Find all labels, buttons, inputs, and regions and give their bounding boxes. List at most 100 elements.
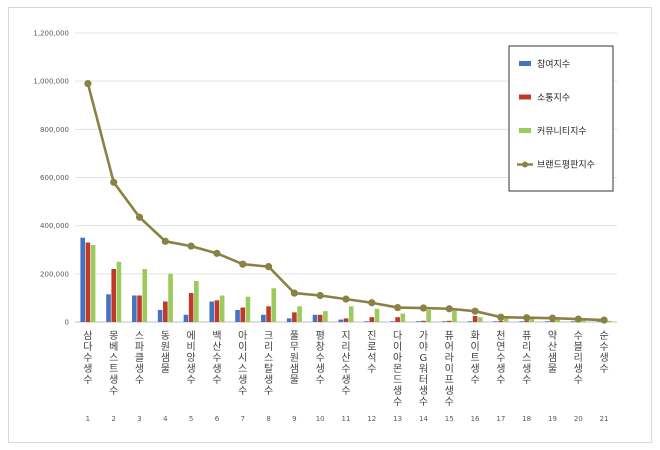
bar-community [245,296,251,322]
bar-communication [498,320,504,322]
reputation-point [342,295,350,303]
bar-communication [421,320,426,322]
bar-community [606,320,612,322]
bar-participation [209,301,215,322]
bar-participation [286,318,292,322]
reputation-point [394,303,402,312]
reputation-point [187,242,195,250]
reputation-point [419,304,428,312]
bar-community [555,319,560,322]
bar-participation [338,319,344,322]
bars [80,237,612,322]
bar-community [452,309,457,322]
x-rank-label: 3 [137,415,141,423]
x-rank-label: 16 [471,415,480,423]
reputation-point [523,314,531,322]
bar-community [297,306,302,322]
x-rank-label: 2 [111,415,115,423]
bar-participation [493,321,498,322]
gridlines [75,32,617,323]
reputation-point [161,237,169,245]
bar-participation [261,314,266,322]
reputation-point [110,178,118,186]
x-rank-label: 13 [393,415,402,423]
bar-community [581,319,586,322]
y-tick-label: 400,000 [40,222,69,230]
bar-communication [472,315,478,322]
reputation-point [497,313,505,321]
bar-participation [312,314,318,322]
bar-communication [343,318,349,322]
bar-participation [570,321,576,322]
x-rank-label: 10 [316,415,325,423]
x-rank-label: 6 [215,415,220,423]
bar-participation [596,321,602,322]
bar-participation [364,321,369,322]
bar-communication [292,312,297,322]
bar-participation [157,309,163,322]
reputation-point [135,213,144,221]
y-tick-label: 600,000 [40,174,69,182]
bar-communication [369,317,375,322]
bar-participation [183,314,189,322]
x-rank-label: 4 [163,415,168,423]
bar-communication [85,242,91,322]
bar-communication [446,320,452,322]
x-rank-label: 7 [241,415,245,423]
x-rank-label: 17 [496,415,505,423]
x-axis: 삼 다 수 생 수 1 몽 베 스 트 생 수 2 스 파 클 생 수 3 동 원 샘 물 4 에 비 앙 생 수 5 백 산 수 생 수 6 아 이 시 스… [83,330,608,423]
bar-communication [317,314,323,322]
bar-community [477,317,483,322]
bar-participation [235,309,240,322]
reputation-point [84,79,92,88]
reputation-point [239,260,247,268]
y-axis: 0 200,000 400,000 600,000 800,000 1,000,000 1,… [33,30,69,327]
legend-label: 브랜드평판지수 [537,160,595,171]
legend-label: 소통지수 [537,93,570,104]
x-rank-label: 1 [86,415,90,423]
bar-participation [132,295,137,322]
bar-communication [214,300,220,322]
legend-label: 참여지수 [537,58,570,70]
x-rank-label: 14 [419,415,428,423]
x-rank-label: 12 [367,415,376,423]
bar-community [400,313,406,322]
bar-communication [111,269,117,322]
bar-participation [415,321,421,322]
x-rank-label: 5 [189,415,193,423]
bar-community [168,273,173,322]
reputation-line [84,79,608,324]
reputation-point [264,263,273,271]
reputation-point [290,289,298,297]
bar-community [503,318,509,322]
bar-participation [519,321,524,322]
y-tick-label: 200,000 [40,270,69,278]
reputation-point [316,291,324,300]
bar-participation [467,321,473,322]
bar-community [374,308,380,322]
brand-reputation-chart: 0 200,000 400,000 600,000 800,000 1,000,000 1,… [33,30,617,423]
x-rank-label: 8 [266,415,270,423]
reputation-point [471,307,479,315]
bar-participation [441,321,447,322]
y-tick-label: 800,000 [40,126,69,134]
bar-communication [395,317,400,322]
bar-communication [163,301,168,322]
bar-communication [137,295,142,322]
legend-label: 커뮤니티지수 [537,126,587,137]
bar-community [219,295,225,322]
bar-community [194,281,199,322]
bar-participation [80,237,86,322]
